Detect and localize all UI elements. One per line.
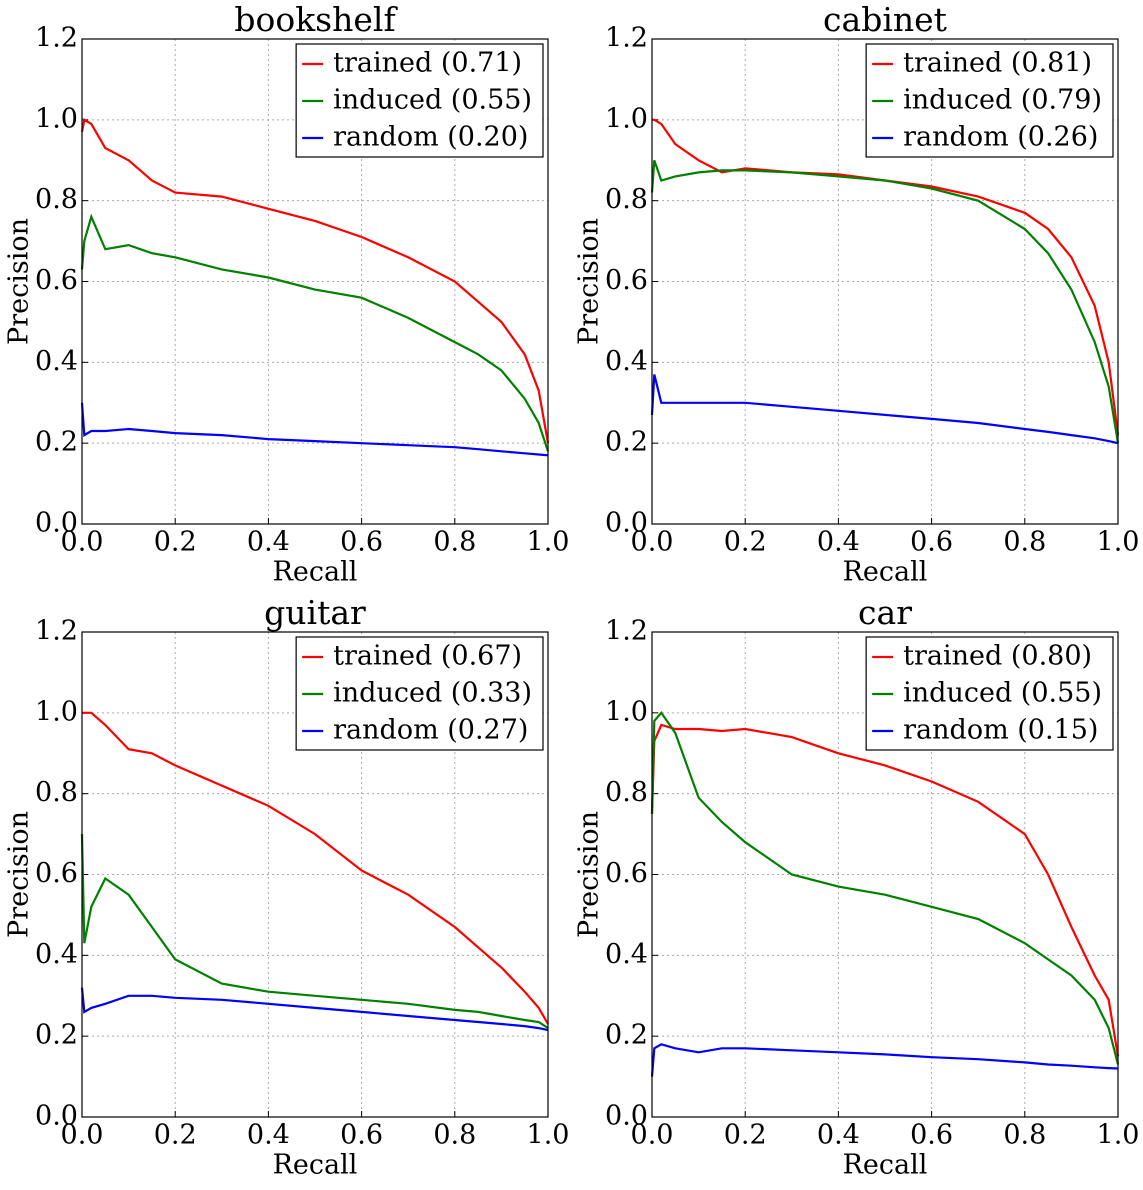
line-series bbox=[82, 711, 549, 1025]
legend-label: trained (0.71) bbox=[333, 48, 522, 79]
legend-label: random (0.15) bbox=[903, 715, 1098, 746]
y-axis-label: Precision bbox=[4, 811, 35, 938]
y-tick-label: 0.0 bbox=[605, 1101, 648, 1132]
x-tick-label: 0.4 bbox=[817, 1120, 860, 1151]
legend-box bbox=[295, 43, 544, 158]
y-axis-label: Precision bbox=[574, 218, 605, 345]
line-series bbox=[650, 159, 1120, 444]
y-tick-label: 0.2 bbox=[605, 427, 648, 458]
y-tick-label: 0.6 bbox=[605, 265, 648, 296]
y-tick-label: 0.4 bbox=[35, 346, 78, 377]
y-tick-label: 0.6 bbox=[35, 265, 78, 296]
legend-label: trained (0.67) bbox=[333, 641, 522, 672]
legend-label: random (0.27) bbox=[333, 715, 528, 746]
legend-label: induced (0.33) bbox=[333, 678, 532, 709]
x-tick-label: 1.0 bbox=[1097, 1120, 1140, 1151]
x-tick-label: 0.0 bbox=[631, 1120, 674, 1151]
x-tick-label: 0.2 bbox=[724, 527, 767, 558]
y-tick-label: 0.2 bbox=[605, 1020, 648, 1051]
y-tick-label: 1.0 bbox=[35, 696, 78, 727]
x-tick-label: 0.4 bbox=[247, 527, 290, 558]
x-tick-label: 0.4 bbox=[817, 527, 860, 558]
y-tick-label: 1.2 bbox=[35, 23, 78, 54]
x-tick-label: 0.2 bbox=[154, 527, 197, 558]
x-tick-label: 0.6 bbox=[910, 1120, 953, 1151]
x-tick-label: 0.6 bbox=[910, 527, 953, 558]
line-series bbox=[80, 987, 549, 1032]
y-tick-label: 0.8 bbox=[35, 777, 78, 808]
x-axis-label: Recall bbox=[273, 557, 358, 588]
y-tick-label: 0.8 bbox=[605, 777, 648, 808]
legend-label: random (0.26) bbox=[903, 122, 1098, 153]
y-tick-label: 0.4 bbox=[605, 346, 648, 377]
x-tick-label: 0.6 bbox=[340, 1120, 383, 1151]
line-series bbox=[80, 834, 549, 1030]
x-tick-label: 0.0 bbox=[631, 527, 674, 558]
y-tick-label: 0.0 bbox=[35, 508, 78, 539]
x-tick-label: 0.2 bbox=[724, 1120, 767, 1151]
y-tick-label: 0.4 bbox=[35, 939, 78, 970]
x-tick-label: 0.6 bbox=[340, 527, 383, 558]
y-axis-label: Precision bbox=[4, 218, 35, 345]
y-axis-label: Precision bbox=[574, 811, 605, 938]
x-tick-label: 0.0 bbox=[61, 527, 104, 558]
line-series bbox=[650, 711, 1120, 1065]
x-tick-label: 0.8 bbox=[1003, 1120, 1046, 1151]
chart-title: bookshelf bbox=[234, 0, 398, 39]
line-series bbox=[80, 118, 550, 444]
y-tick-label: 1.2 bbox=[605, 616, 648, 647]
legend-label: induced (0.55) bbox=[333, 85, 532, 116]
x-axis-label: Recall bbox=[273, 1150, 358, 1181]
y-tick-label: 0.0 bbox=[35, 1101, 78, 1132]
y-tick-label: 1.0 bbox=[605, 696, 648, 727]
axes-frame bbox=[81, 38, 549, 525]
line-series bbox=[652, 118, 1120, 436]
x-axis-label: Recall bbox=[843, 557, 928, 588]
axes-frame bbox=[651, 38, 1119, 525]
y-tick-label: 0.6 bbox=[35, 858, 78, 889]
y-tick-label: 1.2 bbox=[605, 23, 648, 54]
y-tick-label: 1.0 bbox=[35, 103, 78, 134]
axes-frame bbox=[651, 631, 1119, 1118]
chart-title: cabinet bbox=[823, 0, 947, 39]
y-tick-label: 0.6 bbox=[605, 858, 648, 889]
y-tick-label: 0.2 bbox=[35, 1020, 78, 1051]
legend-label: random (0.20) bbox=[333, 122, 528, 153]
x-tick-label: 1.0 bbox=[527, 527, 570, 558]
legend-label: trained (0.81) bbox=[903, 48, 1092, 79]
x-tick-label: 1.0 bbox=[1097, 527, 1140, 558]
legend-label: induced (0.79) bbox=[903, 85, 1102, 116]
y-tick-label: 0.8 bbox=[35, 184, 78, 215]
x-axis-label: Recall bbox=[843, 1150, 928, 1181]
legend-box bbox=[865, 43, 1114, 158]
legend-box bbox=[295, 636, 544, 751]
legend-box bbox=[865, 636, 1114, 751]
chart-title: guitar bbox=[264, 593, 366, 632]
x-tick-label: 0.8 bbox=[1003, 527, 1046, 558]
line-series bbox=[650, 374, 1119, 445]
x-tick-label: 0.4 bbox=[247, 1120, 290, 1151]
y-tick-label: 0.8 bbox=[605, 184, 648, 215]
x-tick-label: 0.8 bbox=[433, 527, 476, 558]
line-series bbox=[650, 723, 1120, 1057]
axes-frame bbox=[81, 631, 549, 1118]
y-tick-label: 0.0 bbox=[605, 508, 648, 539]
y-tick-label: 0.4 bbox=[605, 939, 648, 970]
y-tick-label: 1.0 bbox=[605, 103, 648, 134]
legend-label: trained (0.80) bbox=[903, 641, 1092, 672]
y-tick-label: 0.2 bbox=[35, 427, 78, 458]
x-tick-label: 0.0 bbox=[61, 1120, 104, 1151]
chart-title: car bbox=[858, 593, 912, 632]
legend-label: induced (0.55) bbox=[903, 678, 1102, 709]
x-tick-label: 0.8 bbox=[433, 1120, 476, 1151]
y-tick-label: 1.2 bbox=[35, 616, 78, 647]
line-series bbox=[650, 1043, 1119, 1077]
x-tick-label: 0.2 bbox=[154, 1120, 197, 1151]
x-tick-label: 1.0 bbox=[527, 1120, 570, 1151]
line-series bbox=[80, 402, 549, 457]
line-series bbox=[80, 213, 550, 452]
